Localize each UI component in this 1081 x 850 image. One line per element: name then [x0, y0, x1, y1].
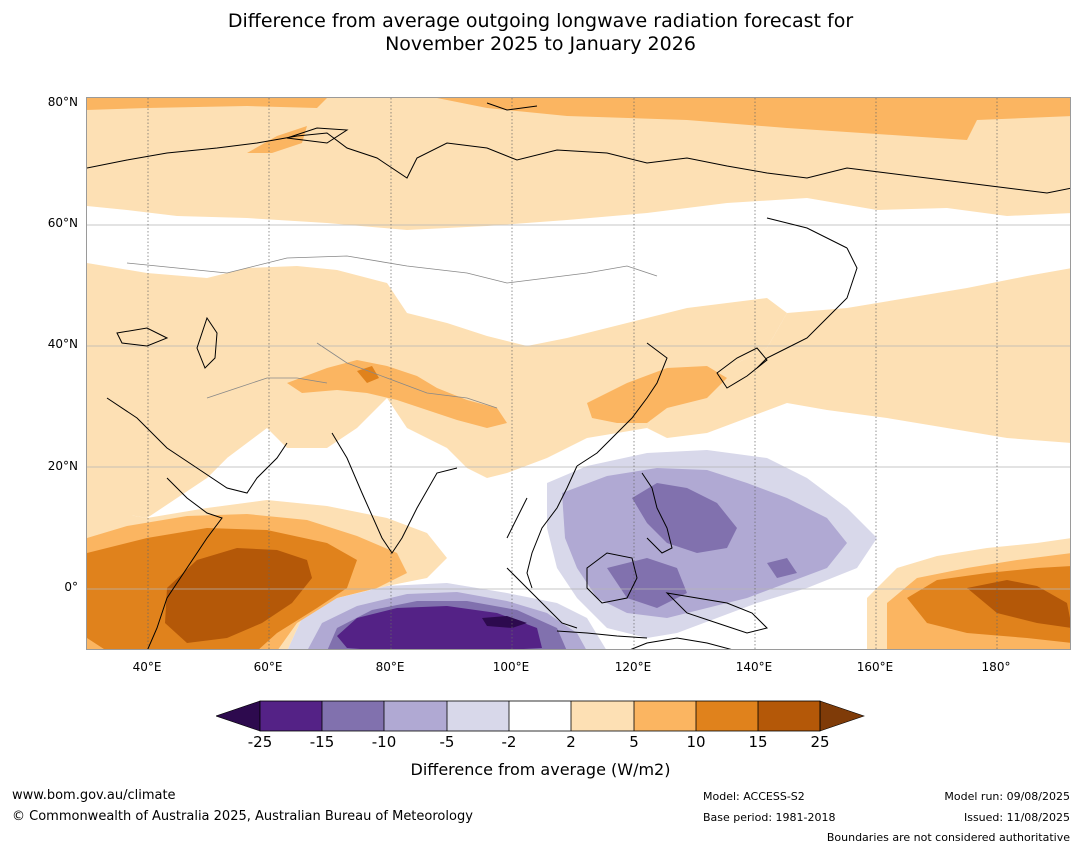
- lat-label-40n: 40°N: [47, 337, 78, 351]
- coastlines: [87, 102, 1070, 649]
- footer-copyright: © Commonwealth of Australia 2025, Austra…: [12, 809, 473, 824]
- anomaly-africa-darkest: [165, 548, 312, 643]
- lon-label-40e: 40°E: [132, 660, 162, 674]
- colorbar-swatch-5: [509, 701, 571, 731]
- colorbar-tick-m2: -2: [501, 733, 517, 751]
- footer-issued: Issued: 11/08/2025: [963, 811, 1070, 824]
- lon-label-100e: 100°E: [492, 660, 530, 674]
- colorbar-label: Difference from average (W/m2): [410, 760, 671, 779]
- footer-url[interactable]: www.bom.gov.au/climate: [12, 788, 176, 803]
- lon-label-60e: 60°E: [253, 660, 283, 674]
- colorbar-swatch-8: [696, 701, 758, 731]
- lat-label-20n: 20°N: [47, 459, 78, 473]
- meridians: [147, 98, 998, 649]
- lon-label-180: 180°: [981, 660, 1011, 674]
- colorbar-swatch-6: [571, 701, 634, 731]
- borders: [126, 255, 658, 409]
- colorbar-tick-15: 15: [748, 733, 768, 751]
- colorbar-tick-2: 2: [566, 733, 576, 751]
- title-line-2: November 2025 to January 2026: [385, 33, 696, 55]
- forecast-map: [86, 97, 1071, 650]
- colorbar-tick-5: 5: [629, 733, 639, 751]
- anomaly-cpac-darkest: [967, 580, 1070, 628]
- anomaly-north-mid: [437, 98, 1070, 140]
- footer-model: Model: ACCESS-S2: [703, 790, 805, 803]
- title-line-1: Difference from average outgoing longwav…: [227, 10, 854, 32]
- anomaly-wpac-mid-3: [767, 558, 797, 578]
- lat-label-60n: 60°N: [47, 216, 78, 230]
- colorbar-tick-m5: -5: [439, 733, 455, 751]
- footer-disclaimer: Boundaries are not considered authoritat…: [826, 831, 1070, 844]
- anomaly-pacific-north-light: [647, 268, 1070, 443]
- colorbar-swatch-4: [447, 701, 509, 731]
- colorbar-swatch-3: [384, 701, 447, 731]
- footer-model-run: Model run: 09/08/2025: [944, 790, 1070, 803]
- anomaly-wpac-mid-2: [607, 558, 687, 608]
- colorbar-swatch-7: [634, 701, 696, 731]
- lat-label-80n: 80°N: [47, 95, 78, 109]
- colorbar: [216, 700, 865, 732]
- colorbar-tick-10: 10: [686, 733, 706, 751]
- colorbar-swatch-2: [322, 701, 384, 731]
- colorbar-swatch-gt-25: [819, 700, 865, 732]
- anomaly-tibet-mid: [287, 360, 507, 428]
- colorbar-tick-m10: -10: [371, 733, 397, 751]
- chart-title: Difference from average outgoing longwav…: [0, 10, 1081, 56]
- footer-base-period: Base period: 1981-2018: [703, 811, 836, 824]
- anomaly-west-light: [87, 388, 227, 518]
- anomaly-io-darkest: [482, 616, 527, 628]
- colorbar-swatch-1: [260, 701, 322, 731]
- anomaly-north-light: [87, 98, 1070, 230]
- anomaly-tibet-dark: [357, 366, 379, 383]
- colorbar-tick-m15: -15: [309, 733, 335, 751]
- colorbar-tick-25: 25: [810, 733, 830, 751]
- colorbar-swatch-lt-25: [216, 700, 261, 732]
- lat-label-0: 0°: [64, 580, 78, 594]
- lon-label-140e: 140°E: [735, 660, 773, 674]
- anomaly-wpac-mid: [632, 483, 737, 553]
- anomaly-north-mid-2: [87, 98, 327, 110]
- colorbar-tick-m25: -25: [247, 733, 273, 751]
- lon-label-160e: 160°E: [856, 660, 894, 674]
- lon-label-120e: 120°E: [614, 660, 652, 674]
- gridlines: [87, 224, 1070, 590]
- lon-label-80e: 80°E: [375, 660, 405, 674]
- anomaly-io-dark: [337, 606, 542, 649]
- map-svg: [87, 98, 1070, 649]
- colorbar-swatch-9: [758, 701, 820, 731]
- anomaly-china-mid: [587, 366, 727, 423]
